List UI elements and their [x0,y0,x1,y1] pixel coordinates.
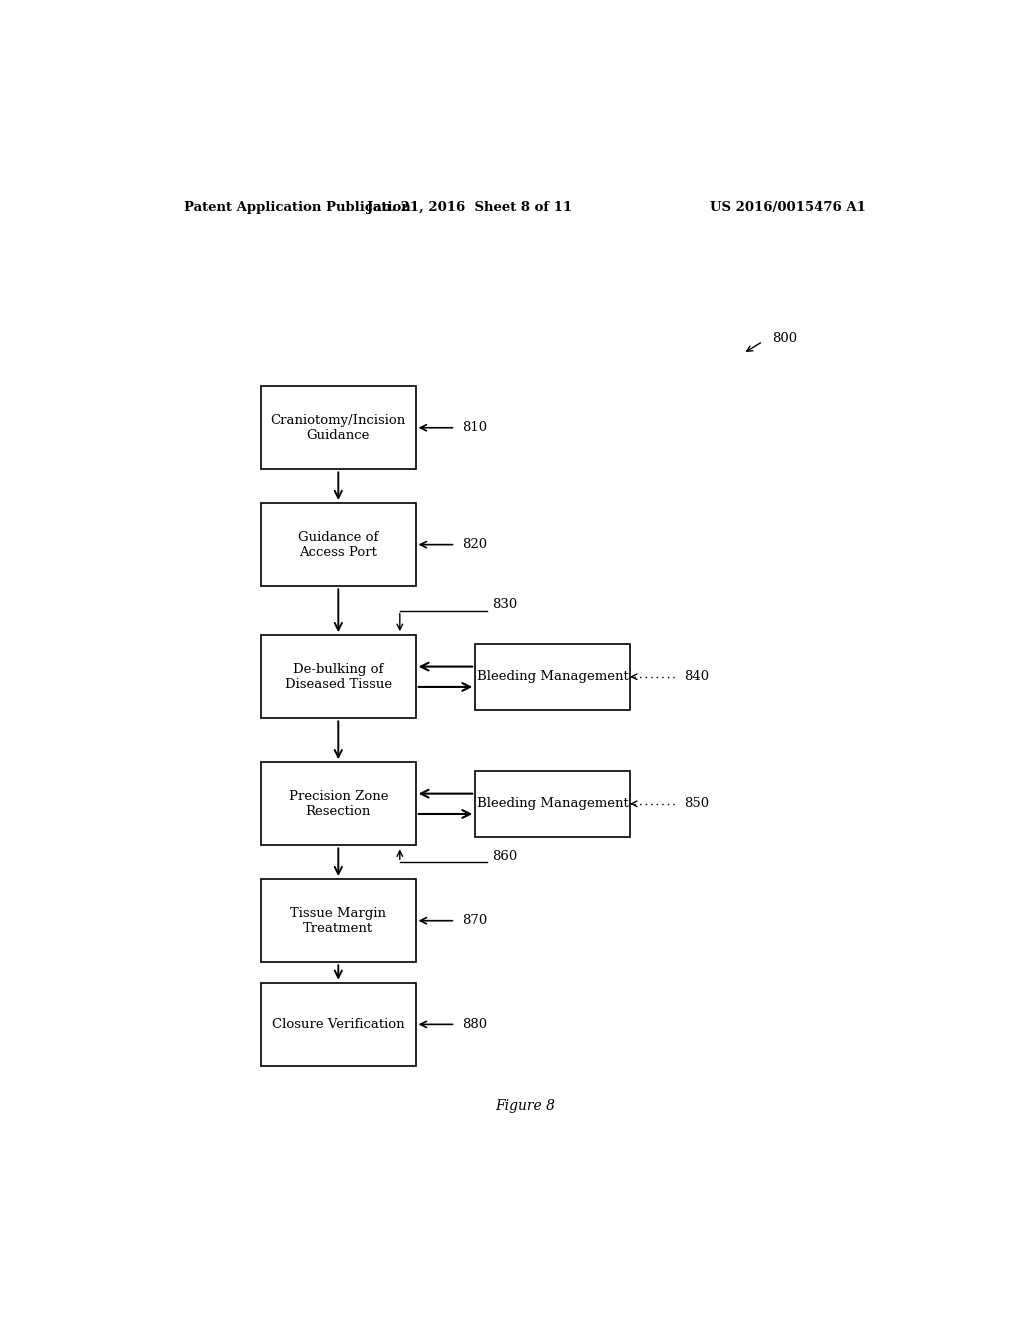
Text: Tissue Margin
Treatment: Tissue Margin Treatment [291,907,386,935]
FancyBboxPatch shape [261,385,416,470]
FancyBboxPatch shape [475,644,630,710]
Text: Precision Zone
Resection: Precision Zone Resection [289,789,388,818]
Text: US 2016/0015476 A1: US 2016/0015476 A1 [711,201,866,214]
Text: Figure 8: Figure 8 [495,1098,555,1113]
Text: 870: 870 [462,915,487,927]
FancyBboxPatch shape [261,503,416,586]
FancyBboxPatch shape [261,879,416,962]
Text: Bleeding Management: Bleeding Management [477,797,629,810]
FancyBboxPatch shape [261,982,416,1067]
Text: De-bulking of
Diseased Tissue: De-bulking of Diseased Tissue [285,663,392,690]
FancyBboxPatch shape [261,762,416,846]
FancyBboxPatch shape [261,635,416,718]
Text: Craniotomy/Incision
Guidance: Craniotomy/Incision Guidance [270,413,406,442]
Text: Closure Verification: Closure Verification [272,1018,404,1031]
Text: 860: 860 [492,850,517,863]
Text: 880: 880 [462,1018,486,1031]
Text: Bleeding Management: Bleeding Management [477,671,629,684]
Text: 800: 800 [772,331,798,345]
Text: 840: 840 [684,671,709,684]
Text: 810: 810 [462,421,486,434]
Text: 820: 820 [462,539,486,552]
Text: Jan. 21, 2016  Sheet 8 of 11: Jan. 21, 2016 Sheet 8 of 11 [367,201,571,214]
Text: Guidance of
Access Port: Guidance of Access Port [298,531,379,558]
FancyBboxPatch shape [475,771,630,837]
Text: Patent Application Publication: Patent Application Publication [183,201,411,214]
Text: 830: 830 [492,598,517,611]
Text: 850: 850 [684,797,709,810]
